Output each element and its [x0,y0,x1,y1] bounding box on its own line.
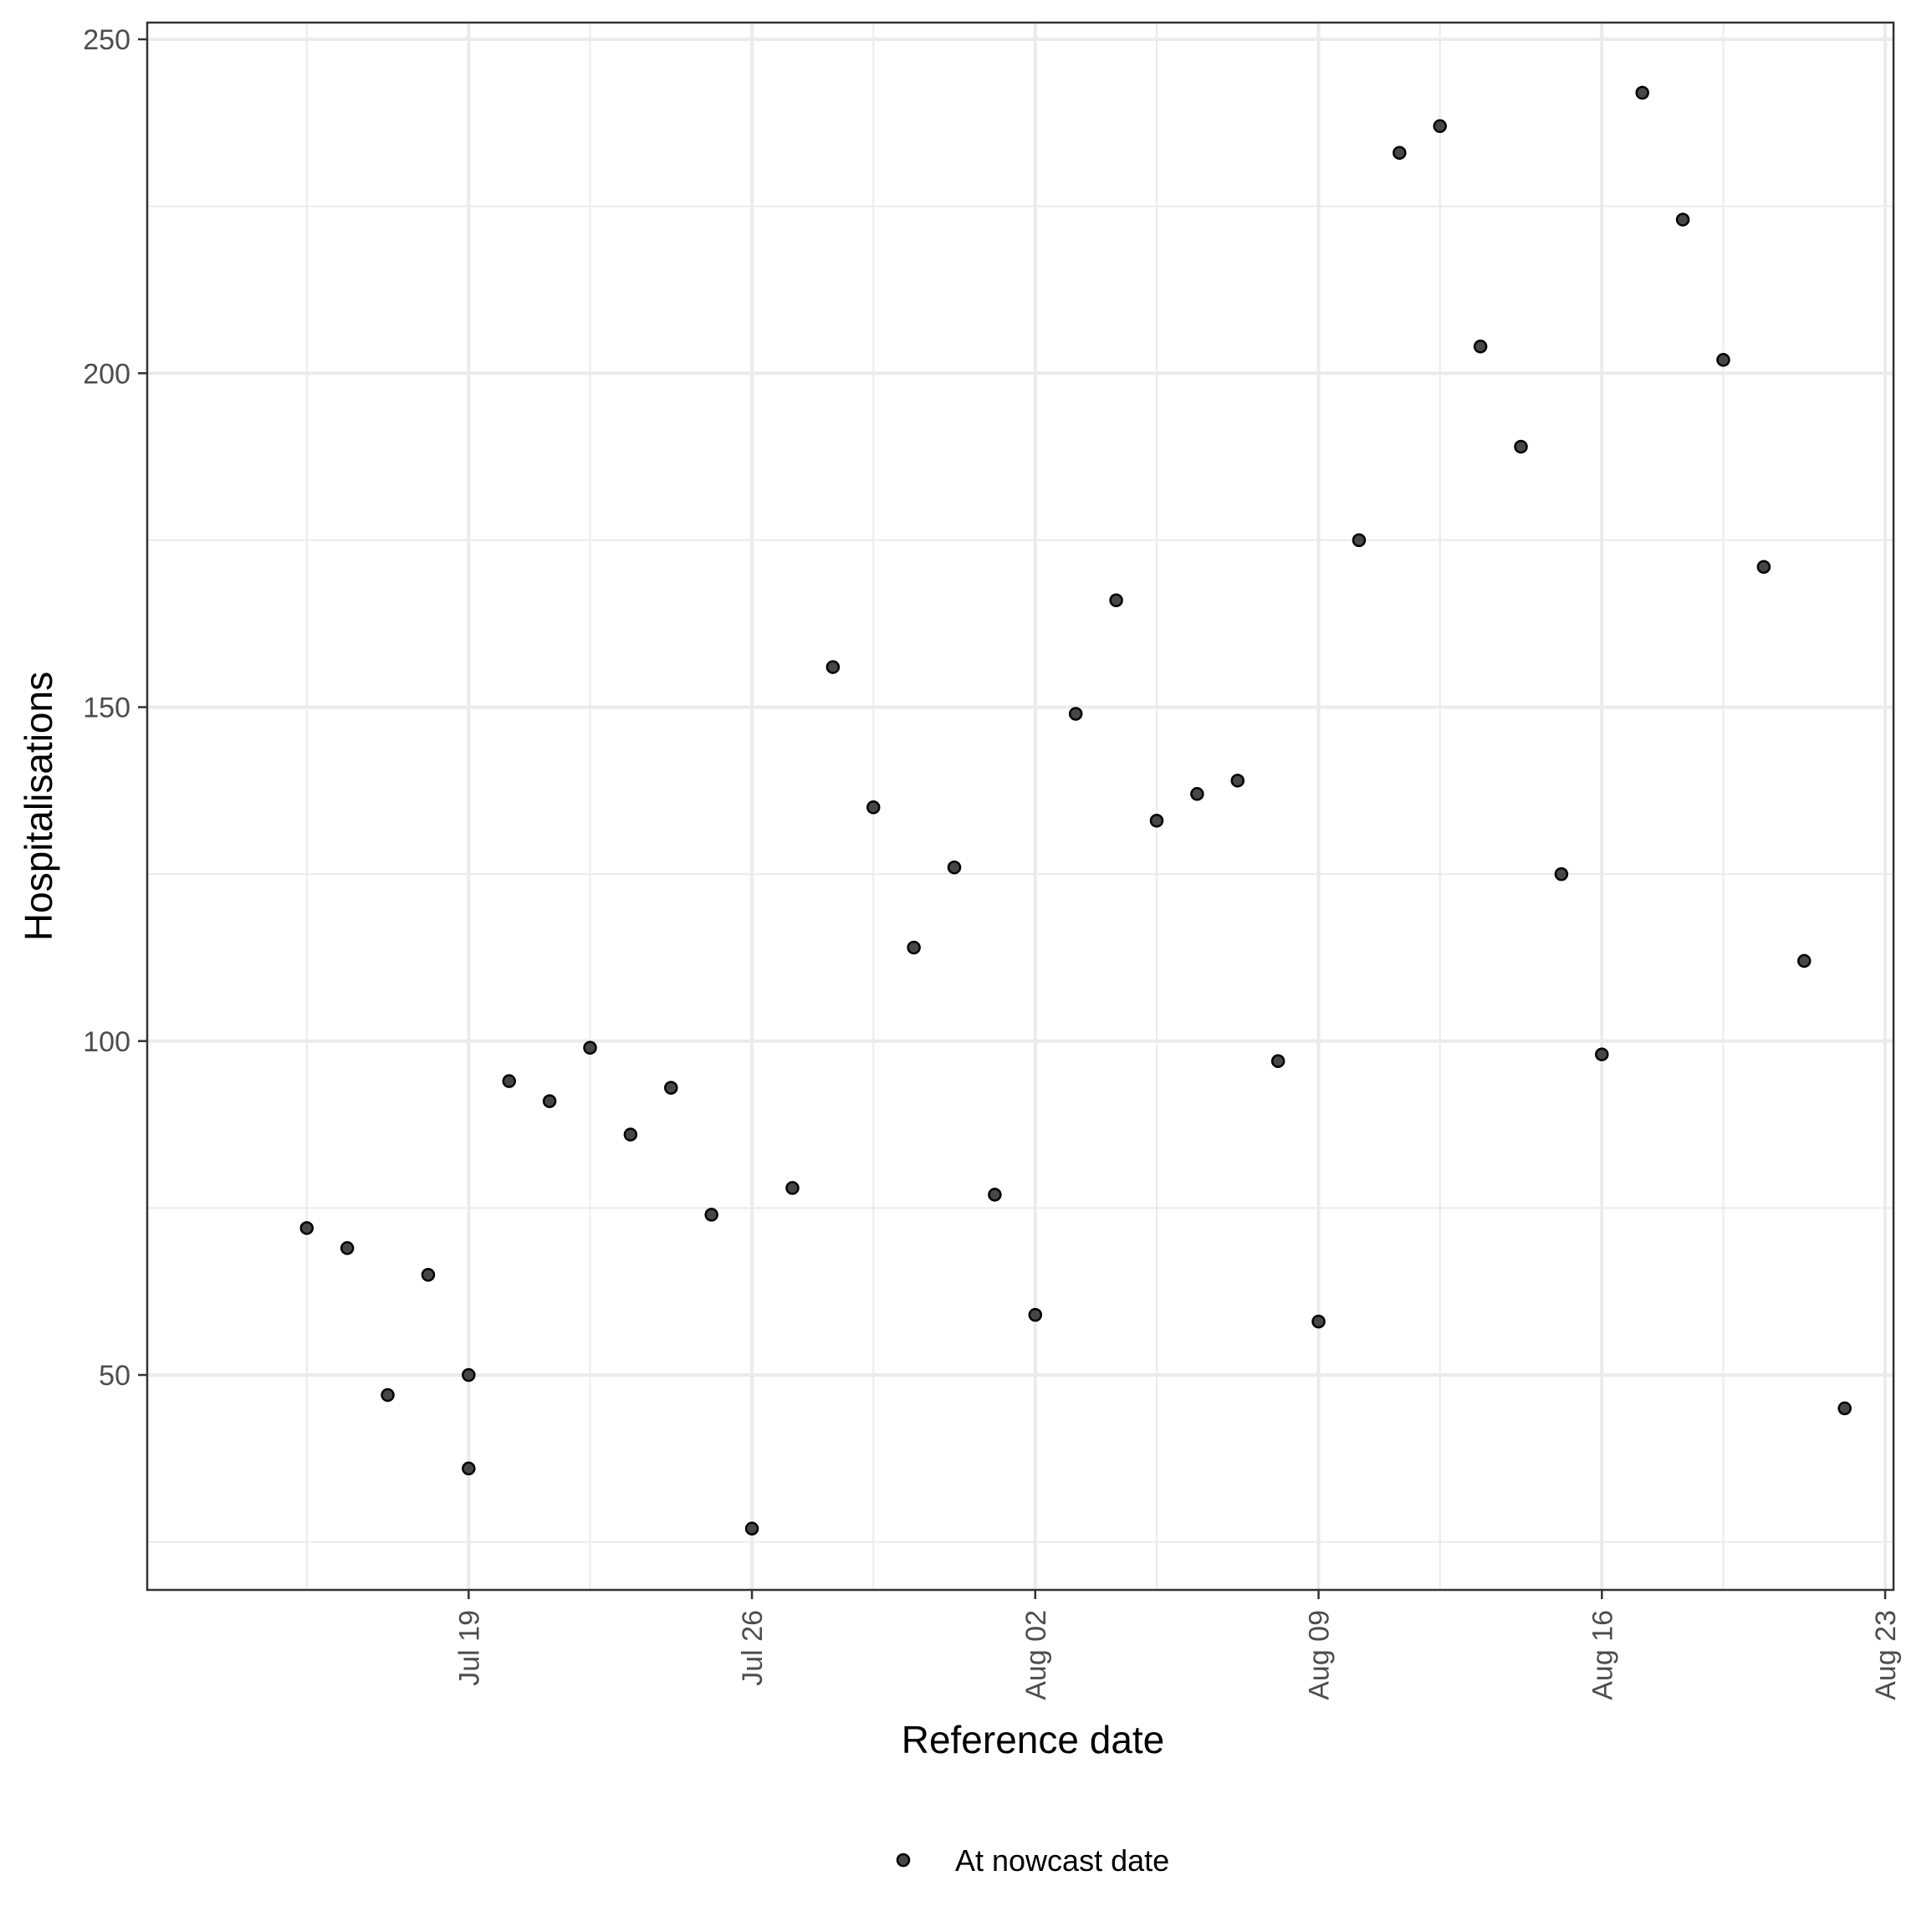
data-point [1595,1047,1609,1061]
data-point [1473,340,1488,354]
data-point [1270,1054,1285,1068]
data-point [1393,146,1407,160]
data-point [1635,85,1649,100]
y-tick-label: 100 [83,1026,130,1058]
data-point [1068,707,1083,721]
x-tick-label: Jul 19 [453,1610,485,1686]
data-point [299,1221,314,1235]
y-tick-label: 250 [83,24,130,56]
data-point [907,940,921,955]
data-point [1514,439,1528,454]
data-point [1028,1307,1043,1322]
data-point [1311,1314,1326,1329]
data-points [299,85,1852,1536]
data-point [1352,533,1367,548]
data-point [1756,560,1771,575]
data-point [785,1181,800,1195]
data-point [825,660,841,674]
x-axis-title: Reference date [902,1718,1165,1761]
data-point [1554,866,1569,882]
data-point [381,1388,395,1403]
tick-labels: 50 100 150 200 250 Jul 19 Jul 26 Aug 02 Aug 09 Au… [83,24,1902,1700]
data-point [462,1367,476,1383]
data-point [1149,813,1164,828]
data-point [623,1127,638,1142]
data-point [988,1188,1002,1202]
x-tick-label: Aug 16 [1587,1610,1618,1700]
data-point [1797,953,1812,969]
x-tick-label: Jul 26 [737,1610,769,1686]
legend-label: At nowcast date [955,1843,1169,1878]
x-tick-label: Aug 23 [1870,1610,1902,1700]
data-point [947,860,962,875]
plot-panel-border [146,21,1895,1592]
x-tick-label: Aug 09 [1304,1610,1336,1700]
data-point [744,1521,759,1536]
data-point [421,1267,436,1282]
grid [147,23,1894,1590]
data-point [704,1208,718,1222]
data-point [1433,119,1447,134]
data-point [1109,593,1123,607]
y-tick-label: 50 [99,1360,130,1392]
legend: At nowcast date [896,1843,1169,1878]
data-point [502,1074,516,1088]
data-point [1675,212,1690,227]
data-point [1716,353,1730,367]
y-tick-label: 150 [83,693,130,724]
data-point [542,1094,557,1108]
data-point [866,800,881,815]
data-point [664,1081,678,1095]
legend-marker-icon [896,1853,911,1868]
data-point [583,1040,597,1055]
y-axis-title: Hospitalisations [17,672,60,941]
axis-ticks [138,38,1887,1599]
x-tick-label: Aug 02 [1020,1610,1052,1700]
data-point [1837,1401,1852,1416]
data-point [340,1241,355,1255]
data-point [462,1461,476,1476]
data-point [1190,787,1204,801]
data-point [1230,774,1245,788]
y-tick-label: 200 [83,358,130,390]
